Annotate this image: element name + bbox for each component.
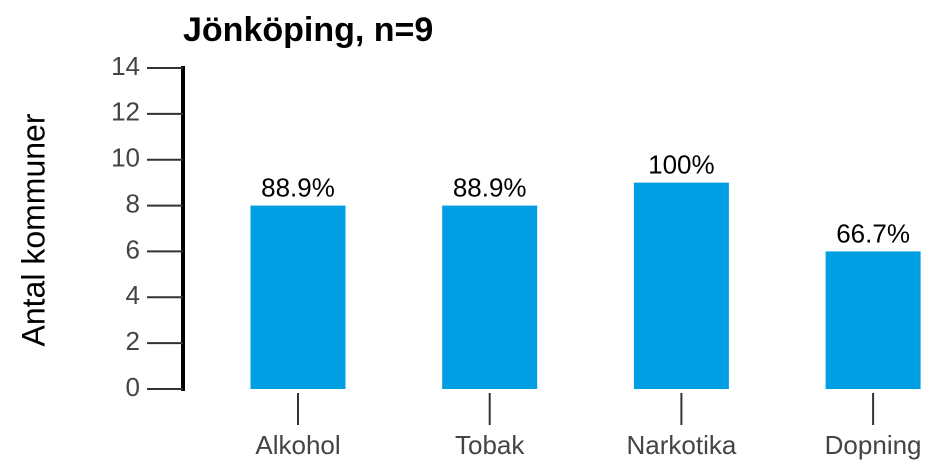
- bar: [633, 182, 729, 389]
- bar: [442, 205, 538, 389]
- bar-label: 66.7%: [836, 218, 910, 248]
- y-tick-label: 12: [111, 97, 140, 127]
- y-tick-label: 0: [126, 372, 140, 402]
- y-tick-label: 14: [111, 51, 140, 81]
- y-tick-label: 4: [126, 280, 140, 310]
- chart-title: Jönköping, n=9: [183, 11, 433, 49]
- y-tick-label: 8: [126, 188, 140, 218]
- y-tick-label: 2: [126, 326, 140, 356]
- x-tick-label: Narkotika: [626, 430, 736, 460]
- bar-label: 88.9%: [261, 172, 335, 202]
- bar: [250, 205, 346, 389]
- bar-label: 88.9%: [453, 172, 527, 202]
- x-tick-label: Alkohol: [255, 430, 340, 460]
- bar-label: 100%: [648, 150, 715, 180]
- x-tick-label: Tobak: [455, 430, 525, 460]
- x-tick-label: Dopning: [825, 430, 922, 460]
- y-axis-label: Antal kommuner: [15, 113, 51, 346]
- y-tick-label: 6: [126, 234, 140, 264]
- y-tick-label: 10: [111, 143, 140, 173]
- bar: [825, 251, 921, 389]
